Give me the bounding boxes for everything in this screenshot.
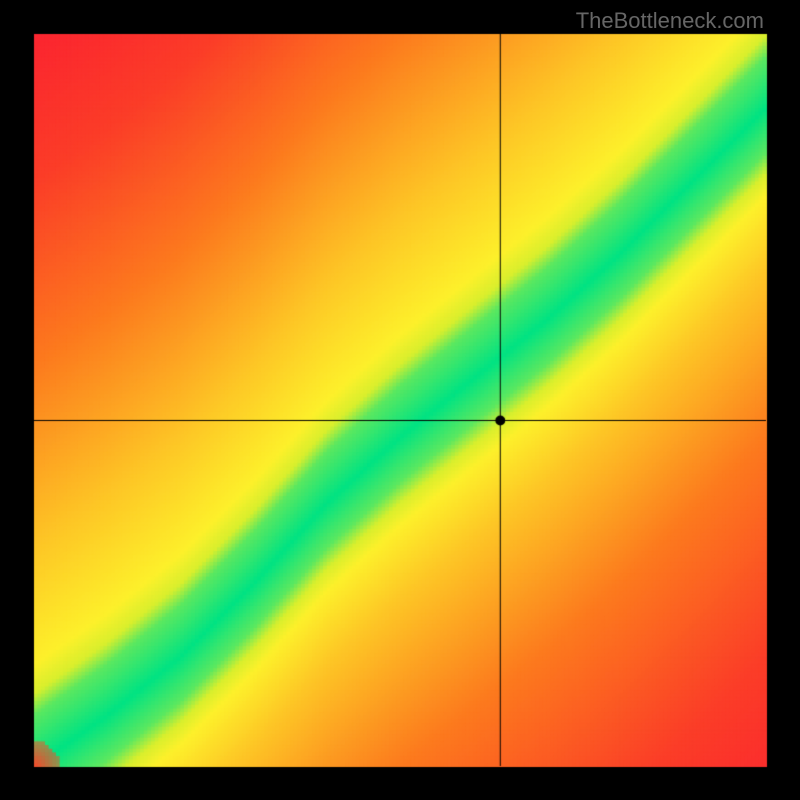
chart-container: { "watermark": { "text": "TheBottleneck.… <box>0 0 800 800</box>
bottleneck-heatmap <box>0 0 800 800</box>
watermark-text: TheBottleneck.com <box>576 8 764 34</box>
